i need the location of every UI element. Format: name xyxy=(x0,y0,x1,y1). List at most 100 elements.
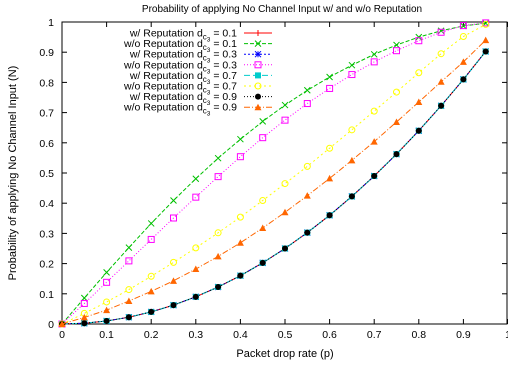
data-point xyxy=(103,278,111,286)
x-tick-label: 0.2 xyxy=(144,329,159,341)
data-point xyxy=(393,118,400,125)
legend-entry: w/o Reputation dc3 = 0.7 xyxy=(123,81,272,97)
legend-label-part: c xyxy=(203,86,207,95)
legend-entry: w/ Reputation dc3 = 0.9 xyxy=(129,91,272,107)
legend-label-part: c xyxy=(203,64,207,73)
data-point xyxy=(170,197,177,204)
y-tick-label: 0 xyxy=(48,319,54,331)
legend-label-part: w/ Reputation d xyxy=(129,49,203,61)
data-point xyxy=(214,173,222,181)
y-tick-label: 0.1 xyxy=(39,289,54,301)
data-point xyxy=(371,173,378,180)
legend-label-part: 3 xyxy=(207,100,211,107)
y-tick-label: 0.6 xyxy=(39,138,54,150)
data-point xyxy=(170,302,177,309)
data-point xyxy=(348,193,355,200)
legend-label-part: c xyxy=(203,43,207,52)
x-tick-label: 0.5 xyxy=(278,329,293,341)
x-tick-label: 0.3 xyxy=(188,329,203,341)
data-point xyxy=(348,71,356,79)
legend-entry: w/o Reputation dc3 = 0.1 xyxy=(123,38,272,54)
legend-label-part: 3 xyxy=(207,111,211,118)
data-point xyxy=(393,47,400,55)
legend-label-part: w/ Reputation d xyxy=(129,28,203,40)
data-point xyxy=(459,58,467,65)
data-point xyxy=(482,48,489,55)
data-point xyxy=(147,220,155,227)
legend-label: w/ Reputation dc3 = 0.9 xyxy=(129,91,237,107)
data-point xyxy=(370,138,378,145)
legend-label: w/ Reputation dc3 = 0.3 xyxy=(129,49,237,65)
data-point xyxy=(303,162,311,170)
data-point xyxy=(170,258,177,266)
legend-marker xyxy=(254,50,262,58)
data-point xyxy=(147,272,155,280)
legend-marker xyxy=(255,72,261,79)
legend-label-part: = 0.9 xyxy=(210,91,237,103)
data-point xyxy=(170,214,177,222)
data-point xyxy=(81,320,88,327)
data-point xyxy=(236,153,244,161)
legend-label: w/o Reputation dc3 = 0.1 xyxy=(123,38,237,54)
data-point xyxy=(259,259,266,266)
data-point xyxy=(147,287,155,295)
data-point xyxy=(237,135,244,143)
data-point xyxy=(259,224,267,231)
legend-label-part: c xyxy=(203,75,207,84)
legend-label-part: 3 xyxy=(207,90,211,97)
data-point xyxy=(192,265,200,273)
legend-label: w/ Reputation dc3 = 0.1 xyxy=(129,28,237,44)
series-line xyxy=(61,22,486,325)
legend-label: w/o Reputation dc3 = 0.7 xyxy=(123,81,237,97)
legend-label-part: = 0.7 xyxy=(210,70,237,82)
legend-label-part: w/o Reputation d xyxy=(123,59,203,71)
legend-label-part: 3 xyxy=(207,68,211,75)
y-tick-label: 1 xyxy=(48,17,54,29)
series-line xyxy=(61,23,486,325)
y-tick-label: 0.3 xyxy=(39,228,54,240)
data-point xyxy=(326,144,334,152)
data-point xyxy=(237,272,244,279)
legend-label-part: w/ Reputation d xyxy=(129,70,203,82)
legend-entry: w/o Reputation dc3 = 0.3 xyxy=(123,59,272,75)
x-axis-title: Packet drop rate (p) xyxy=(236,348,333,360)
legend-label-part: = 0.1 xyxy=(210,38,237,50)
legend-marker xyxy=(254,40,262,47)
data-point xyxy=(259,134,267,142)
data-point xyxy=(282,245,288,252)
data-point xyxy=(281,208,289,216)
legend-marker xyxy=(254,82,262,90)
axis-ticks: 0 0.1 0.2 0.3 0.4 0.5 0.6 0.7 0.8 0.9 1 0 0.1 0.2 0.3 0… xyxy=(39,17,508,341)
data-point xyxy=(192,175,200,183)
data-point xyxy=(259,196,267,204)
data-point xyxy=(459,22,467,30)
data-point xyxy=(393,151,400,158)
data-point xyxy=(103,306,111,314)
series-line xyxy=(61,51,487,325)
legend-label-part: 3 xyxy=(207,58,211,65)
y-tick-label: 0.4 xyxy=(39,198,54,210)
data-point xyxy=(370,107,378,115)
y-tick-label: 0.5 xyxy=(39,168,54,180)
data-point xyxy=(460,76,467,83)
data-point xyxy=(147,235,155,243)
data-point xyxy=(148,308,155,315)
y-tick-label: 0.8 xyxy=(39,77,54,89)
legend-label: w/o Reputation dc3 = 0.9 xyxy=(123,102,237,118)
x-tick-label: 0.8 xyxy=(411,329,426,341)
legend-label-part: w/ Reputation d xyxy=(129,91,203,103)
data-point xyxy=(281,180,289,188)
data-point xyxy=(303,192,311,199)
legend-entry: w/ Reputation dc3 = 0.7 xyxy=(129,70,272,86)
legend-label-part: w/o Reputation d xyxy=(123,102,203,114)
data-point xyxy=(393,88,400,96)
data-point xyxy=(281,101,289,109)
data-point xyxy=(80,299,88,307)
x-tick-label: 0.4 xyxy=(233,329,248,341)
data-point xyxy=(215,284,222,291)
x-tick-label: 0.6 xyxy=(322,329,337,341)
data-point xyxy=(459,32,467,40)
data-point xyxy=(415,98,423,106)
data-point xyxy=(415,127,422,134)
